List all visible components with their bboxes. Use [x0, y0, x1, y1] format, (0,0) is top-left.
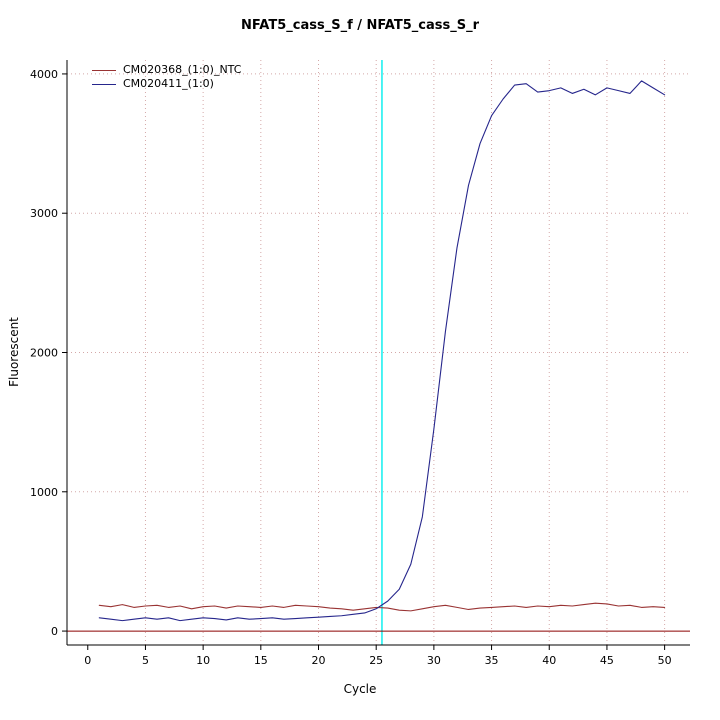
x-axis-label: Cycle	[343, 682, 377, 696]
legend-entry-sample: CM020411_(1:0)	[92, 77, 241, 91]
y-tick-label: 1000	[30, 486, 58, 499]
x-tick-label: 25	[369, 654, 383, 667]
x-tick-label: 40	[542, 654, 556, 667]
legend-label-ntc: CM020368_(1:0)_NTC	[123, 63, 242, 76]
legend-label-sample: CM020411_(1:0)	[123, 77, 214, 90]
y-tick-label: 0	[51, 625, 58, 638]
legend-line-swatch-ntc	[92, 69, 116, 71]
series-line-0	[98, 602, 666, 612]
y-tick-label: 4000	[30, 68, 58, 81]
y-tick-label: 3000	[30, 207, 58, 220]
x-tick-label: 50	[658, 654, 672, 667]
x-tick-label: 20	[312, 654, 326, 667]
y-axis-label: Fluorescent	[7, 317, 21, 387]
x-tick-label: 5	[142, 654, 149, 667]
x-tick-label: 10	[196, 654, 210, 667]
y-tick-label: 2000	[30, 347, 58, 360]
legend-line-swatch-sample	[92, 83, 116, 85]
x-tick-label: 30	[427, 654, 441, 667]
x-tick-label: 45	[600, 654, 614, 667]
chart-title: NFAT5_cass_S_f / NFAT5_cass_S_r	[241, 18, 479, 33]
x-tick-label: 15	[254, 654, 268, 667]
x-tick-label: 0	[84, 654, 91, 667]
legend: CM020368_(1:0)_NTC CM020411_(1:0)	[92, 63, 241, 91]
x-tick-label: 35	[485, 654, 499, 667]
series-line-1	[98, 80, 666, 622]
legend-entry-ntc: CM020368_(1:0)_NTC	[92, 63, 241, 77]
